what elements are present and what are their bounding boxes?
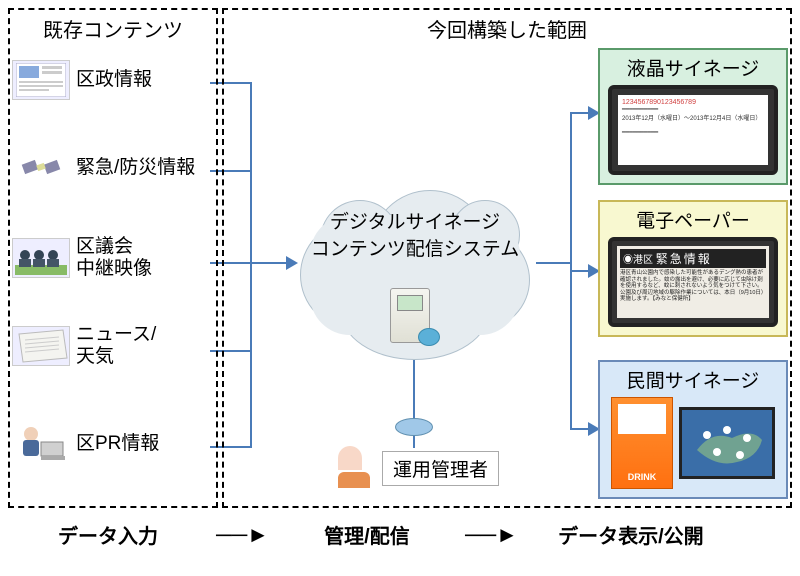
person-pc-icon (12, 424, 70, 464)
content-label: 緊急/防災情報 (76, 157, 195, 179)
flow-step: データ表示/公開 (526, 520, 736, 549)
arrow-right-icon: ──► (216, 522, 269, 548)
admin-operator: 運用管理者 (338, 446, 499, 490)
cloud-label: デジタルサイネージ コンテンツ配信システム (290, 210, 540, 263)
content-label: ニュース/ 天気 (76, 324, 156, 368)
tablet-device-icon: 1234567890123456789━━━━━━━━━━2013年12月（水曜… (608, 85, 778, 175)
content-item: ニュース/ 天気 (12, 324, 156, 368)
content-label: 区政情報 (76, 69, 152, 91)
admin-label: 運用管理者 (382, 451, 499, 486)
webpage-icon (12, 60, 70, 100)
content-label: 区PR情報 (76, 433, 159, 455)
content-label: 区議会 中継映像 (76, 236, 152, 280)
bottom-flow: データ入力 ──► 管理/配信 ──► データ表示/公開 (8, 520, 792, 549)
content-item: 区議会 中継映像 (12, 236, 152, 280)
router-icon (395, 418, 433, 436)
meeting-icon (12, 238, 70, 278)
output-title: 液晶サイネージ (606, 54, 780, 81)
diagram-container: 既存コンテンツ 区政情報 緊急/防災情報 区議会 中継映像 ニュース/ 天気 区… (0, 0, 800, 576)
output-epaper: 電子ペーパー ◉港区 緊急情報 港区青山公園内で感染した可能性があるデング熱の患… (598, 200, 788, 337)
left-section-title: 既存コンテンツ (10, 14, 216, 43)
arrow-right-icon: ──► (465, 522, 518, 548)
content-item: 区PR情報 (12, 424, 159, 464)
flow-step: データ入力 (8, 520, 208, 549)
output-private-signage: 民間サイネージ (598, 360, 788, 499)
person-icon (338, 446, 374, 490)
content-item: 区政情報 (12, 60, 152, 100)
map-display-icon (679, 407, 775, 479)
vending-machine-icon (611, 397, 673, 489)
right-section-title: 今回構築した範囲 (224, 14, 790, 43)
output-title: 民間サイネージ (606, 366, 780, 393)
tablet-device-icon: ◉港区 緊急情報 港区青山公園内で感染した可能性があるデング熱の患者が確認されま… (608, 237, 778, 327)
content-item: 緊急/防災情報 (12, 148, 195, 188)
output-lcd-signage: 液晶サイネージ 1234567890123456789━━━━━━━━━━201… (598, 48, 788, 185)
output-title: 電子ペーパー (606, 206, 780, 233)
server-icon (390, 288, 430, 343)
newspaper-icon (12, 326, 70, 366)
flow-step: 管理/配信 (277, 520, 457, 549)
satellite-icon (12, 148, 70, 188)
